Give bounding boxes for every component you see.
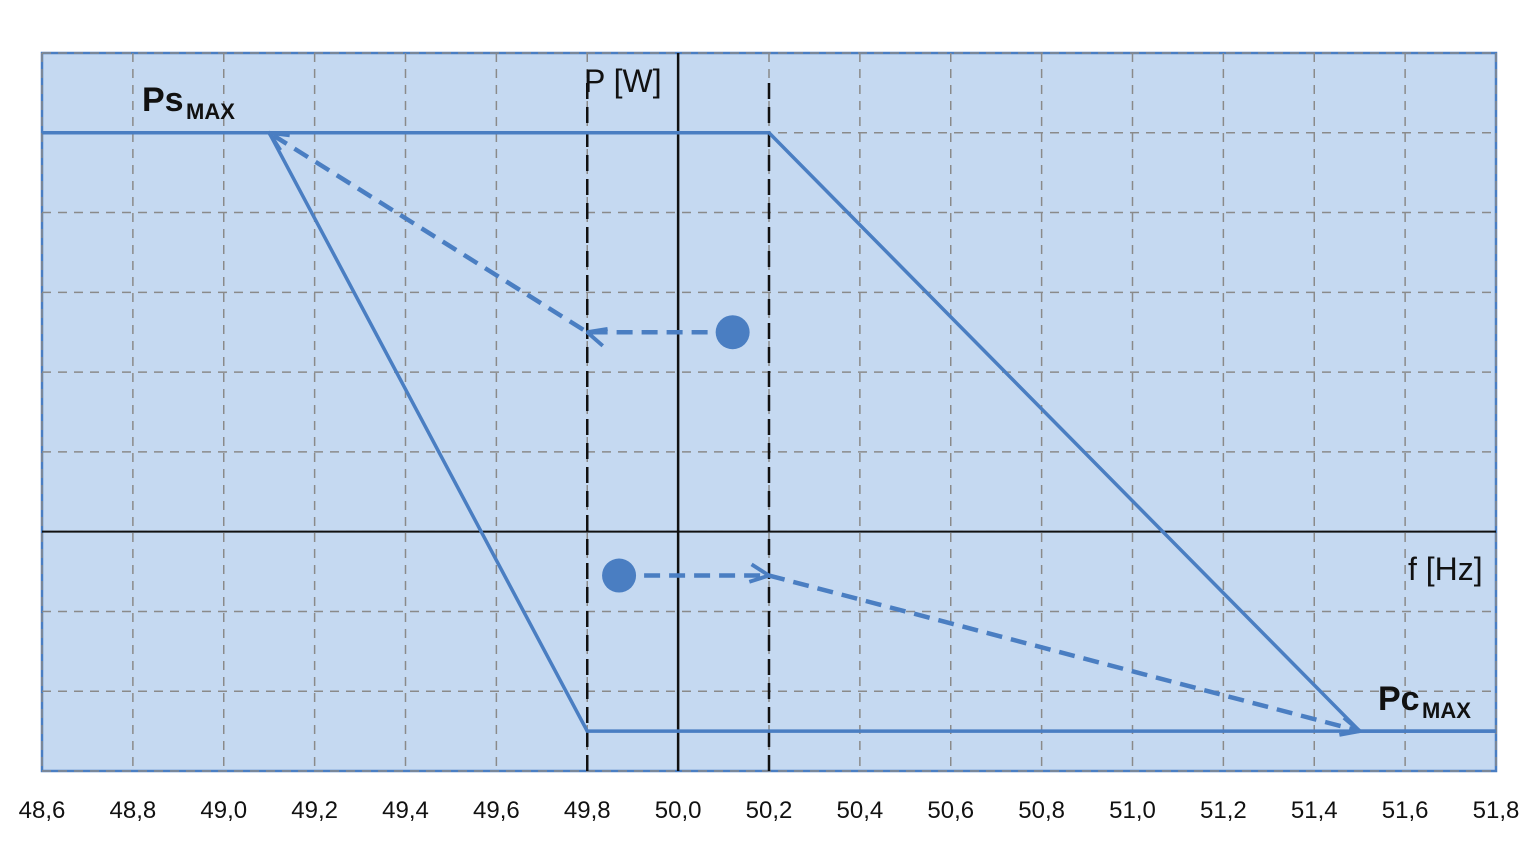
x-tick-label: 49,4 [382,797,429,824]
annotation-ps-main: Ps [142,81,184,119]
start-marker-dot [715,315,750,350]
x-tick-label: 50,8 [1018,797,1065,824]
x-tick-label: 49,2 [291,797,338,824]
start-markers [602,315,750,593]
x-tick-label: 50,2 [746,797,793,824]
x-tick-label: 51,8 [1473,797,1520,824]
x-axis-label: f [Hz] [1408,551,1483,587]
annotation-pc-sub: MAX [1422,698,1471,723]
series-lines [42,133,1496,731]
x-tick-label: 51,2 [1200,797,1247,824]
annotation-pc-max: Pc MAX [1378,680,1471,723]
x-tick-label: 48,6 [19,797,66,824]
x-tick-label: 49,8 [564,797,611,824]
x-tick-label: 49,0 [200,797,247,824]
annotation-ps-max: Ps MAX [142,81,235,124]
annotation-ps-sub: MAX [186,99,235,124]
x-tick-label: 50,0 [655,797,702,824]
x-tick-labels: 48,6 48,8 49,0 49,2 49,4 49,6 49,8 50,0 50,2 50,4… [19,797,1520,824]
x-tick-label: 50,6 [927,797,974,824]
x-tick-label: 51,4 [1291,797,1338,824]
reference-lines [586,53,771,771]
start-marker-dot [602,558,637,593]
x-tick-label: 51,6 [1382,797,1429,824]
annotation-pc-main: Pc [1378,680,1420,718]
x-tick-label: 49,6 [473,797,520,824]
x-tick-label: 51,0 [1109,797,1156,824]
x-tick-label: 50,4 [837,797,884,824]
x-tick-label: 48,8 [110,797,157,824]
series-line-4 [619,576,1360,732]
y-axis-label: P [W] [584,63,662,99]
